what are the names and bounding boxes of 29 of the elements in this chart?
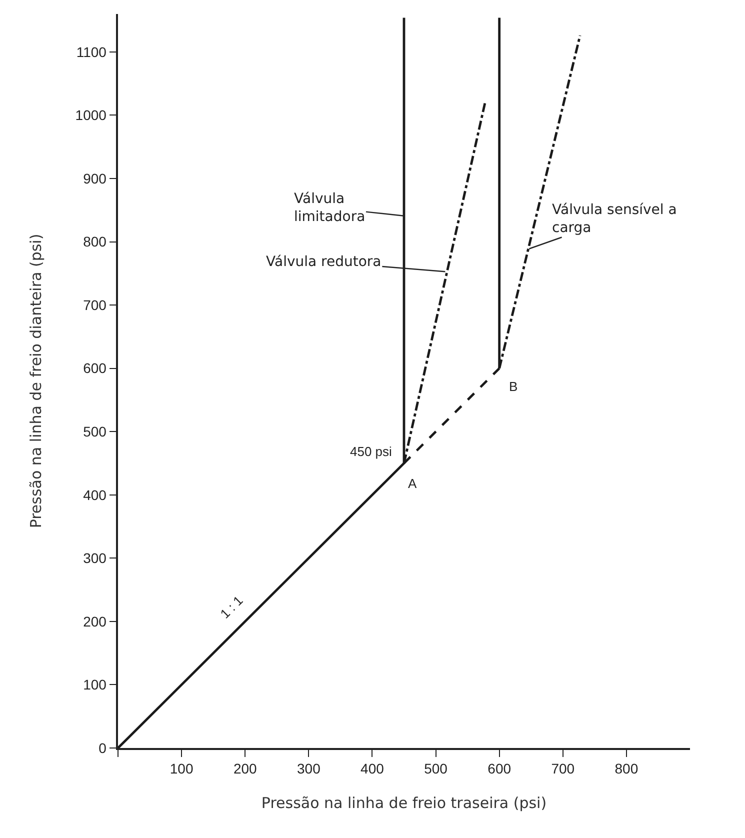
x-tick-label: 300 — [296, 760, 321, 777]
y-tick-label: 900 — [83, 170, 107, 186]
y-tick-label: 700 — [83, 296, 107, 313]
x-axis-title: Pressão na linha de freio traseira (psi) — [261, 794, 547, 812]
annotation: B — [509, 379, 518, 394]
y-tick-label: 200 — [83, 613, 107, 630]
y-tick-label: 800 — [83, 234, 107, 250]
annotation: Válvula limitadora — [294, 191, 366, 226]
annotation: Válvula redutora — [266, 254, 382, 270]
y-tick-label: 400 — [83, 486, 107, 503]
x-tick-label: 500 — [424, 760, 448, 777]
x-tick-label: 200 — [233, 760, 258, 777]
x-tick-label: 800 — [614, 760, 638, 777]
y-tick-label: 1000 — [75, 107, 107, 124]
y-tick-label: 300 — [83, 550, 107, 566]
annotation: Válvula sensível a carga — [552, 202, 677, 236]
annotation: 1 : 1 — [217, 592, 246, 622]
y-tick-label: 500 — [83, 424, 107, 440]
x-tick-label: 400 — [360, 760, 384, 777]
x-tick-label: 100 — [170, 760, 194, 777]
y-tick-label: 600 — [83, 360, 107, 376]
annotation: 450 psi — [350, 444, 392, 459]
y-tick-label: 100 — [83, 676, 107, 693]
annotation: A — [408, 476, 417, 491]
x-tick-label: 600 — [488, 760, 512, 777]
y-axis-title: Pressão na linha de freio dianteira (psi) — [27, 234, 46, 528]
y-tick-label: 0 — [98, 740, 107, 756]
y-tick-label: 1100 — [76, 44, 107, 60]
x-tick-label: 700 — [551, 760, 575, 777]
